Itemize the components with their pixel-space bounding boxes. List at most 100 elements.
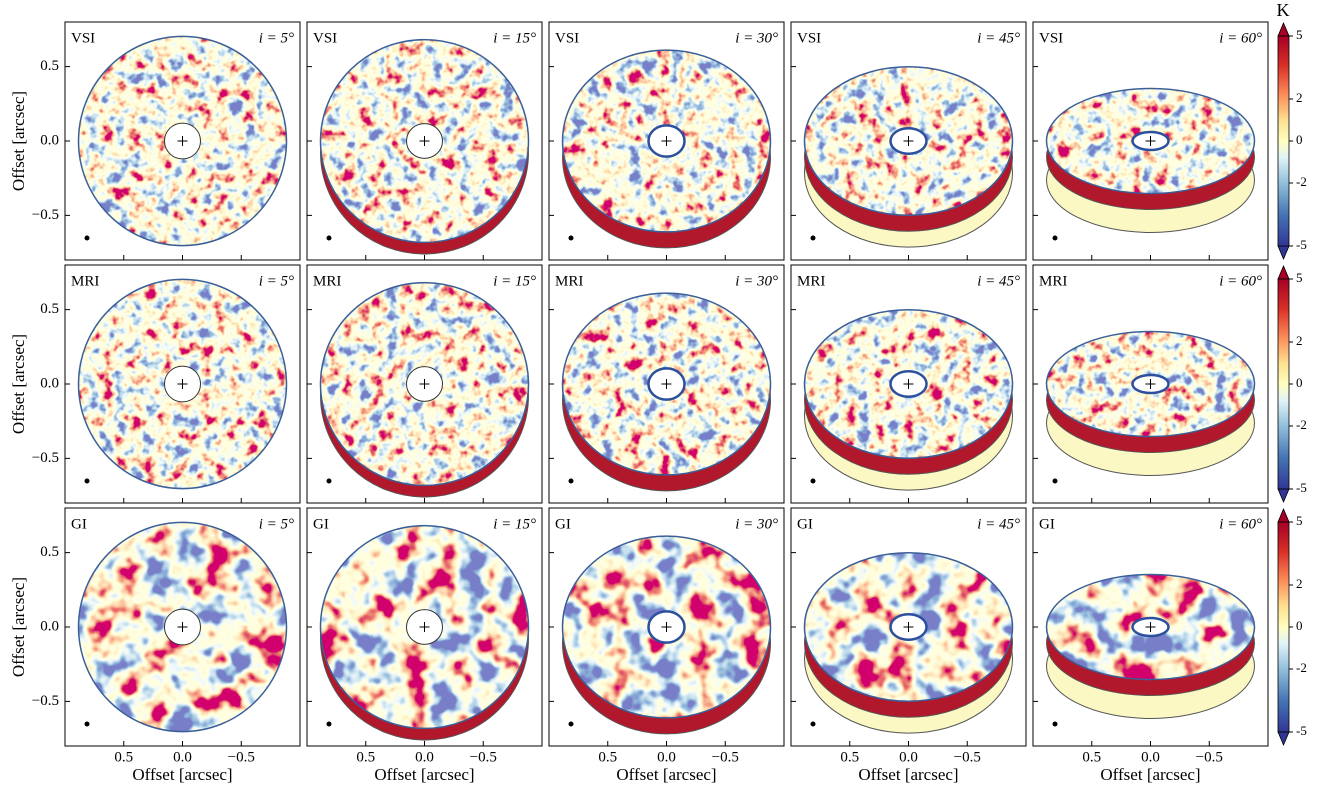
row-label: VSI: [1039, 30, 1063, 46]
colorbar: [1278, 36, 1289, 246]
colorbar-tick-label: 0: [1296, 375, 1303, 390]
inclination-label: i = 60°: [1219, 273, 1262, 289]
inclination-label: i = 5°: [259, 516, 294, 532]
inclination-label: i = 30°: [735, 516, 778, 532]
x-tick-label: 0.0: [657, 749, 676, 765]
x-tick-label: 0.5: [598, 749, 617, 765]
inclination-label: i = 30°: [735, 273, 778, 289]
beam: [1053, 236, 1058, 241]
inclination-label: i = 5°: [259, 30, 294, 46]
inclination-label: i = 15°: [493, 273, 536, 289]
x-tick-label: 0.5: [840, 749, 859, 765]
colorbar-tick-label: 2: [1296, 333, 1303, 348]
row-label: VSI: [313, 30, 337, 46]
row-label: MRI: [313, 273, 341, 289]
colorbar: [1278, 522, 1289, 732]
disk-image: [563, 536, 771, 734]
row-label: MRI: [71, 273, 99, 289]
disk-image: [805, 553, 1013, 733]
colorbar-tick-label: -2: [1296, 174, 1307, 189]
y-axis-label: Offset [arcsec]: [9, 91, 28, 191]
y-tick-label: −0.5: [32, 450, 59, 466]
row-label: GI: [797, 516, 813, 532]
row-label: VSI: [555, 30, 579, 46]
y-tick-label: 0.0: [40, 132, 59, 148]
x-tick-label: 0.5: [1082, 749, 1101, 765]
beam: [327, 236, 332, 241]
inclination-label: i = 45°: [977, 516, 1020, 532]
x-axis-label: Offset [arcsec]: [374, 765, 474, 784]
beam: [85, 236, 90, 241]
x-tick-label: −0.5: [954, 749, 981, 765]
disk-image: [805, 67, 1013, 247]
row-label: GI: [71, 516, 87, 532]
disk-image: [563, 50, 771, 248]
inclination-label: i = 45°: [977, 273, 1020, 289]
beam: [569, 479, 574, 484]
x-tick-label: −0.5: [712, 749, 739, 765]
y-tick-label: 0.0: [40, 618, 59, 634]
row-label: GI: [313, 516, 329, 532]
row-label: VSI: [797, 30, 821, 46]
colorbar-tick-label: -5: [1296, 237, 1307, 252]
beam: [569, 236, 574, 241]
x-axis-label: Offset [arcsec]: [132, 765, 232, 784]
colorbar-extend-min: [1278, 246, 1289, 259]
beam: [327, 479, 332, 484]
x-tick-label: −0.5: [228, 749, 255, 765]
x-tick-label: 0.5: [114, 749, 133, 765]
colorbar-tick-label: -5: [1296, 723, 1307, 738]
colorbar-extend-min: [1278, 489, 1289, 502]
x-tick-label: 0.0: [173, 749, 192, 765]
y-tick-label: 0.5: [40, 301, 59, 317]
disk-image: [321, 283, 529, 497]
x-tick-label: 0.0: [899, 749, 918, 765]
colorbar-label: K: [1277, 0, 1290, 20]
colorbar-extend-max: [1278, 509, 1289, 522]
disk-image: [79, 279, 287, 488]
x-tick-label: −0.5: [470, 749, 497, 765]
row-label: MRI: [555, 273, 583, 289]
colorbar-tick-label: 5: [1296, 27, 1303, 42]
inclination-label: i = 15°: [493, 30, 536, 46]
disk-image: [1047, 332, 1255, 476]
colorbar-tick-label: 5: [1296, 513, 1303, 528]
x-tick-label: −0.5: [1196, 749, 1223, 765]
colorbar-tick-label: -2: [1296, 660, 1307, 675]
colorbar-extend-max: [1278, 23, 1289, 36]
figure: K VSI i = 5° 0.5 0.0 −0.5 VSI i = 15° VSI i = 30…: [0, 0, 1335, 788]
disk-image: [79, 36, 287, 245]
y-axis-label: Offset [arcsec]: [9, 577, 28, 677]
x-tick-label: 0.0: [1141, 749, 1160, 765]
disk-image: [321, 526, 529, 740]
row-label: GI: [1039, 516, 1055, 532]
beam: [85, 722, 90, 727]
y-tick-label: −0.5: [32, 207, 59, 223]
y-tick-label: 0.5: [40, 544, 59, 560]
colorbar-tick-label: -5: [1296, 480, 1307, 495]
beam: [811, 236, 816, 241]
disk-image: [321, 40, 529, 254]
disk-image: [1047, 575, 1255, 719]
y-tick-label: 0.0: [40, 375, 59, 391]
x-axis-label: Offset [arcsec]: [616, 765, 716, 784]
row-label: MRI: [797, 273, 825, 289]
colorbar-tick-label: 2: [1296, 576, 1303, 591]
colorbar-tick-label: 2: [1296, 90, 1303, 105]
inclination-label: i = 60°: [1219, 30, 1262, 46]
beam: [811, 722, 816, 727]
beam: [327, 722, 332, 727]
disk-image: [563, 293, 771, 491]
inclination-label: i = 60°: [1219, 516, 1262, 532]
beam: [811, 479, 816, 484]
row-label: GI: [555, 516, 571, 532]
colorbar-tick-label: 0: [1296, 132, 1303, 147]
colorbar-tick-label: 0: [1296, 618, 1303, 633]
colorbar: [1278, 279, 1289, 489]
x-tick-label: 0.5: [356, 749, 375, 765]
row-label: MRI: [1039, 273, 1067, 289]
y-tick-label: 0.5: [40, 58, 59, 74]
colorbar-extend-min: [1278, 732, 1289, 745]
disk-image: [79, 522, 287, 731]
x-axis-label: Offset [arcsec]: [1100, 765, 1200, 784]
